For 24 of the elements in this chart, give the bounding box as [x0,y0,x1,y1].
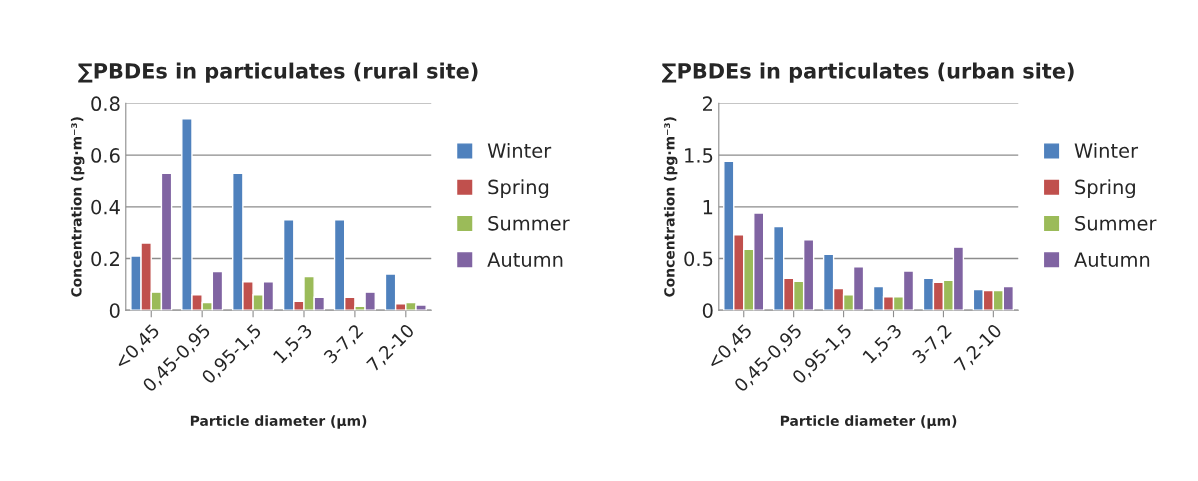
y-tick-label: 0.8 [91,96,120,112]
chart-title: ∑PBDEs in particulates (rural site) [78,62,478,83]
y-tick-label: 0.4 [91,199,120,215]
y-tick-label: 1 [703,200,713,215]
y-axis-title: Concentration (pg·m⁻³) [70,117,85,297]
legend-label: Winter [1074,142,1139,158]
y-tick-label: 1.5 [685,148,713,163]
legend-label: Summer [488,215,570,231]
y-tick-label: 0 [109,303,120,318]
y-tick-label: 0.6 [91,148,120,163]
x-axis-title: Particle diameter (µm) [780,415,957,429]
legend-label: Spring [1075,179,1135,199]
y-axis-title: Concentration (pg·m⁻³) [663,117,678,297]
legend-label: Winter [487,142,552,158]
x-axis-title: Particle diameter (µm) [190,415,367,429]
legend-label: Spring [488,179,549,199]
legend-label: Autumn [487,252,563,267]
y-tick-label: 0.2 [91,251,119,267]
legend-label: Autumn [1074,252,1150,267]
chart-title: ∑PBDEs in particulates (urban site) [662,62,1074,83]
legend-label: Summer [1075,215,1157,231]
y-tick-label: 2 [702,96,712,111]
y-tick-label: 0.5 [684,251,713,267]
y-tick-label: 0 [702,303,713,318]
